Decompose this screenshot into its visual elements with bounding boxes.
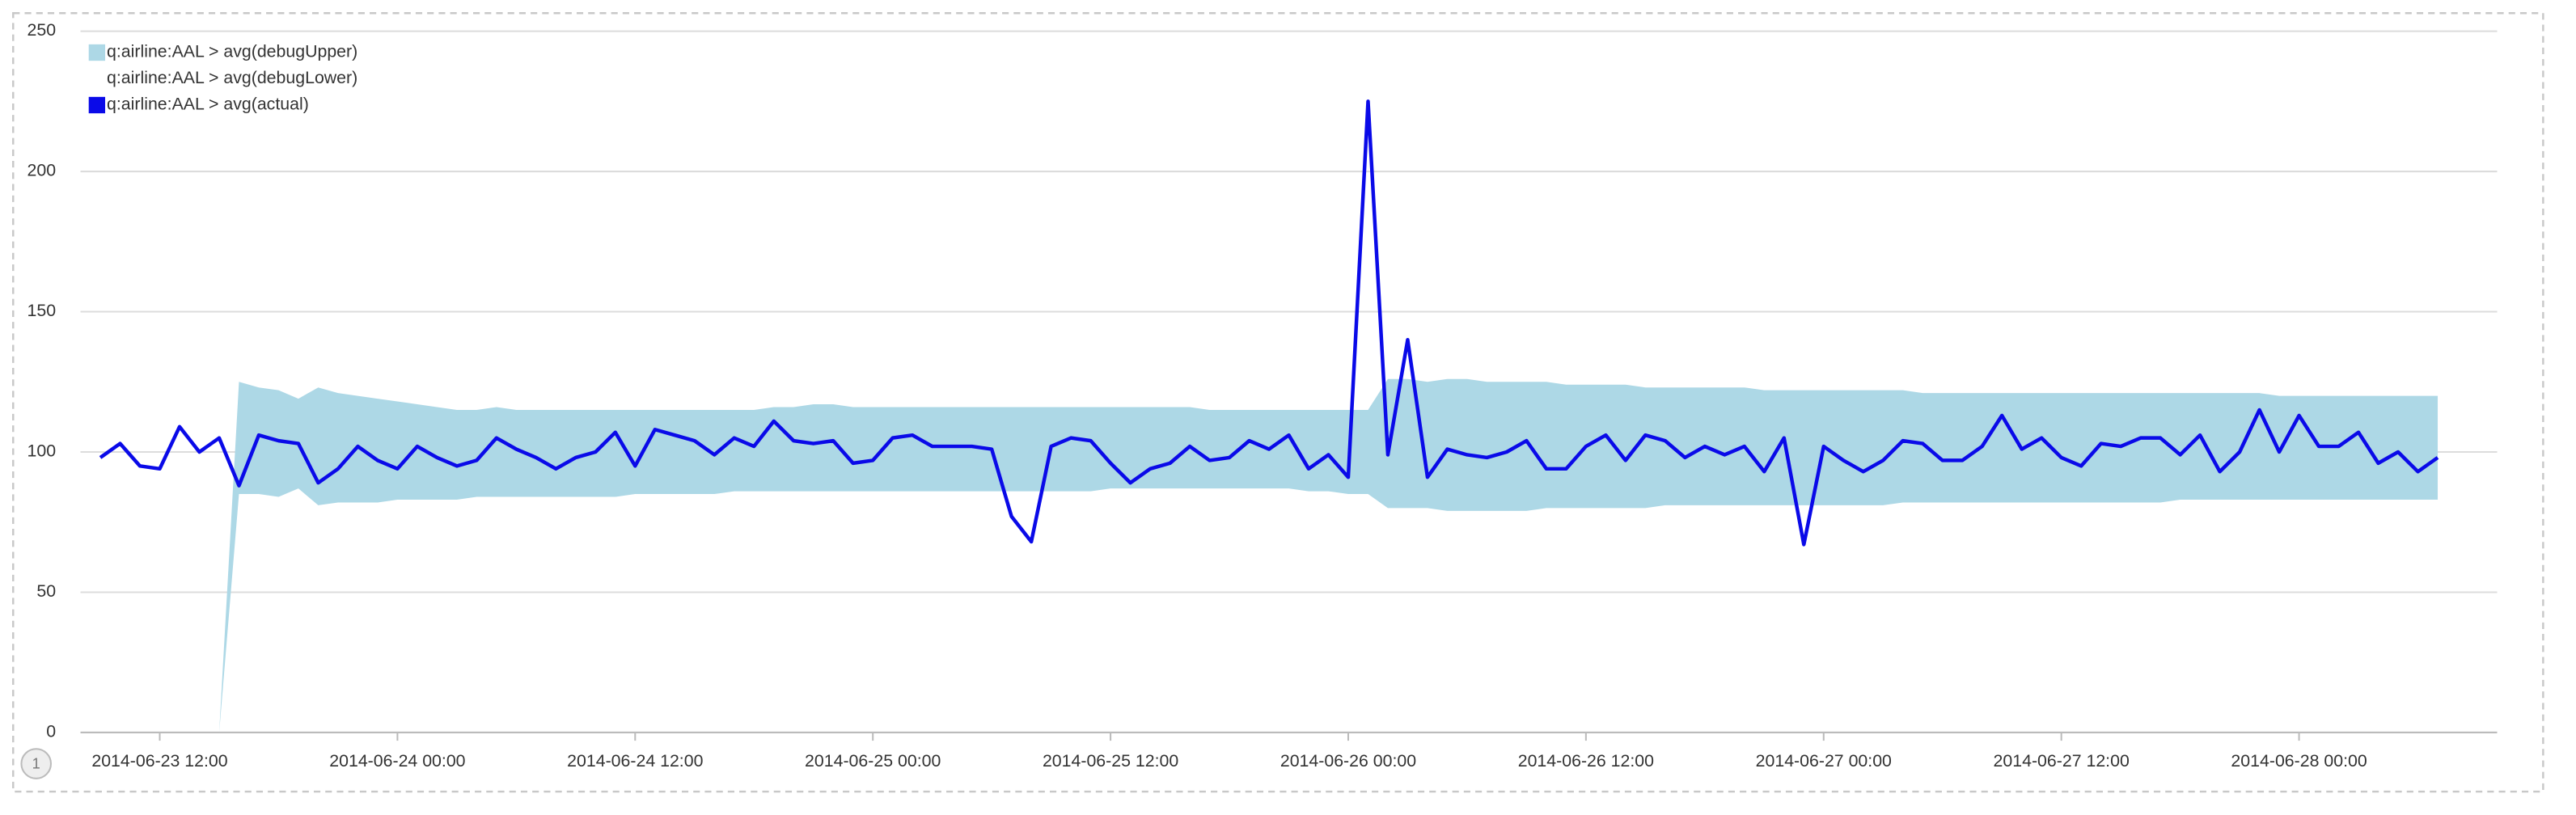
legend-swatch bbox=[88, 44, 106, 61]
y-tick-label: 50 bbox=[36, 581, 56, 601]
x-tick-label: 2014-06-25 12:00 bbox=[1043, 751, 1178, 771]
x-tick-label: 2014-06-28 00:00 bbox=[2231, 751, 2367, 771]
band-area bbox=[218, 378, 2439, 733]
y-tick-label: 200 bbox=[27, 161, 57, 180]
x-tick-label: 2014-06-25 00:00 bbox=[805, 751, 941, 771]
legend-label: q:airline:AAL > avg(debugLower) bbox=[107, 68, 357, 87]
frame bbox=[12, 12, 2544, 793]
page-badge-label[interactable]: 1 bbox=[32, 754, 40, 771]
y-tick-label: 150 bbox=[27, 301, 57, 320]
x-tick-label: 2014-06-23 12:00 bbox=[91, 751, 227, 771]
x-tick-label: 2014-06-24 00:00 bbox=[329, 751, 465, 771]
legend-swatch bbox=[88, 96, 106, 114]
legend-swatch bbox=[88, 70, 106, 87]
y-tick-label: 0 bbox=[46, 722, 56, 741]
legend-label: q:airline:AAL > avg(debugUpper) bbox=[107, 42, 357, 61]
legend-label: q:airline:AAL > avg(actual) bbox=[107, 95, 309, 114]
x-tick-label: 2014-06-27 12:00 bbox=[1994, 751, 2130, 771]
y-tick-label: 250 bbox=[27, 20, 57, 40]
x-tick-label: 2014-06-24 12:00 bbox=[567, 751, 703, 771]
actual-line bbox=[99, 99, 2439, 547]
y-tick-label: 100 bbox=[27, 441, 57, 461]
x-tick-label: 2014-06-27 00:00 bbox=[1756, 751, 1892, 771]
x-tick-label: 2014-06-26 00:00 bbox=[1280, 751, 1416, 771]
x-tick-label: 2014-06-26 12:00 bbox=[1518, 751, 1654, 771]
page-badge[interactable] bbox=[20, 748, 52, 779]
